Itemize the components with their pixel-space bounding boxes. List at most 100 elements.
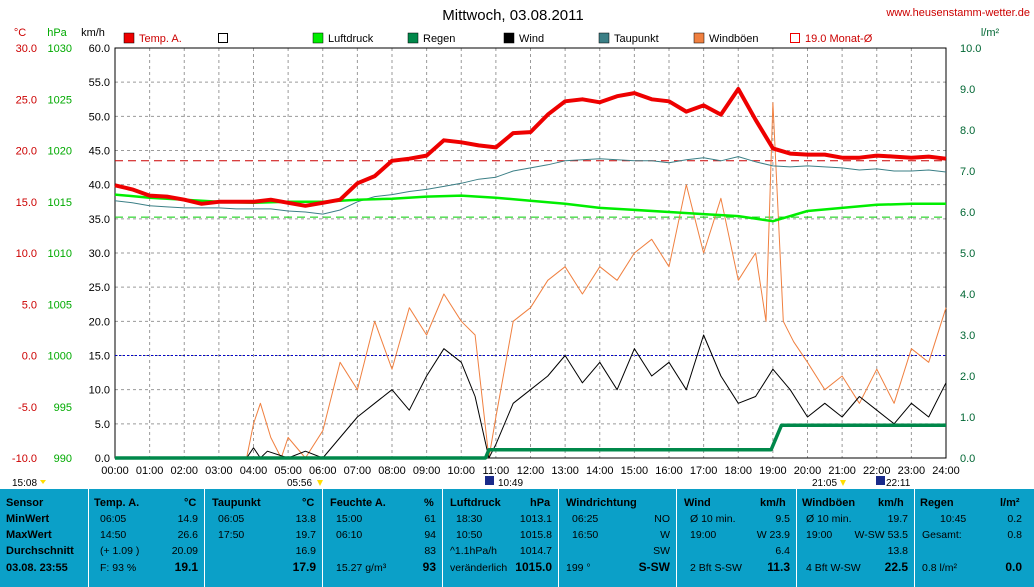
moon-icon bbox=[876, 476, 885, 485]
temp-axis-tick: -5.0 bbox=[18, 402, 37, 414]
x-axis-tick: 10:00 bbox=[447, 465, 475, 477]
temp-foot-label: F: 93 % bbox=[100, 562, 137, 574]
x-axis-tick: 14:00 bbox=[586, 465, 614, 477]
temp-axis-tick: 15.0 bbox=[16, 197, 37, 209]
hum-unit: % bbox=[424, 497, 434, 509]
rain-axis-tick: 8.0 bbox=[960, 125, 975, 137]
rain-axis-tick: 10.0 bbox=[960, 43, 981, 55]
press-axis-tick: 1015 bbox=[48, 197, 72, 209]
gust-min-value: 19.7 bbox=[887, 513, 908, 525]
temp-unit-label: °C bbox=[14, 27, 26, 39]
x-axis-tick: 08:00 bbox=[378, 465, 406, 477]
rain-max-value: 0.8 bbox=[1007, 529, 1022, 541]
gust-header: Windböen bbox=[802, 497, 856, 509]
rain-axis-tick: 9.0 bbox=[960, 84, 975, 96]
gust-unit: km/h bbox=[878, 497, 904, 509]
rain-axis-tick: 4.0 bbox=[960, 289, 975, 301]
chart-legend: Temp. A. Luftdruck Regen Wind Taupunkt Windbö… bbox=[123, 32, 873, 45]
x-axis-tick: 23:00 bbox=[898, 465, 926, 477]
wind-axis-tick: 0.0 bbox=[95, 453, 110, 465]
press-axis-tick: 1005 bbox=[48, 299, 72, 311]
reference-lines bbox=[115, 160, 946, 356]
legend-label: Luftdruck bbox=[328, 33, 374, 45]
x-axis-tick: 09:00 bbox=[413, 465, 441, 477]
hum-foot-label: 15.27 g/m³ bbox=[336, 562, 387, 574]
rain-unit: l/m² bbox=[1000, 497, 1020, 509]
hum-header: Feuchte A. bbox=[330, 497, 386, 509]
wind-max-value: W 23.9 bbox=[756, 529, 790, 541]
gust-max-value: W-SW 53.5 bbox=[854, 529, 908, 541]
wind-avg-value: 6.4 bbox=[775, 545, 790, 557]
wind-min-time: Ø 10 min. bbox=[690, 513, 736, 525]
x-axis-tick: 01:00 bbox=[136, 465, 164, 477]
legend-swatch bbox=[693, 32, 705, 44]
start-time-label: 15:08 bbox=[12, 478, 37, 489]
press-max-value: 1015.8 bbox=[519, 529, 552, 541]
stats-panel: Sensor MinWert MaxWert Durchschnitt 03.0… bbox=[0, 489, 1034, 587]
website-label: www.heusenstamm-wetter.de bbox=[885, 7, 1030, 19]
x-axis-tick: 04:00 bbox=[240, 465, 268, 477]
temp-axis-tick: 5.0 bbox=[22, 299, 37, 311]
press-axis-tick: 1020 bbox=[48, 146, 72, 158]
hum-current: 93 bbox=[422, 560, 436, 574]
sunrise-marker-icon bbox=[317, 480, 323, 486]
press-unit: hPa bbox=[530, 497, 551, 509]
dew-max-value: 19.7 bbox=[295, 529, 316, 541]
press-avg-note: ^1.1hPa/h bbox=[450, 545, 497, 557]
moon-time-label: 22:11 bbox=[886, 478, 911, 489]
temp-axis-tick: -10.0 bbox=[12, 453, 37, 465]
legend-swatch bbox=[218, 33, 228, 43]
gust-foot-label: 4 Bft W-SW bbox=[806, 562, 861, 574]
hum-max-time: 06:10 bbox=[336, 529, 363, 541]
legend-swatch bbox=[790, 33, 800, 43]
sunset-time-label: 21:05 bbox=[812, 478, 837, 489]
temp-axis-tick: 30.0 bbox=[16, 43, 37, 55]
temp-axis-tick: 25.0 bbox=[16, 94, 37, 106]
wind-unit-label: km/h bbox=[81, 27, 105, 39]
press-header: Luftdruck bbox=[450, 497, 501, 509]
dir-max-value: W bbox=[660, 529, 670, 541]
wind-axis-tick: 5.0 bbox=[95, 419, 110, 431]
wind-current: 11.3 bbox=[767, 560, 790, 574]
wind-axis-tick: 45.0 bbox=[89, 146, 110, 158]
legend-label: 19.0 Monat-Ø bbox=[805, 33, 873, 45]
rain-axis-tick: 2.0 bbox=[960, 371, 975, 383]
x-axis-tick: 19:00 bbox=[759, 465, 787, 477]
x-axis-tick: 21:00 bbox=[828, 465, 856, 477]
x-axis-tick: 22:00 bbox=[863, 465, 891, 477]
wind-axis-tick: 60.0 bbox=[89, 43, 110, 55]
x-axis-tick: 11:00 bbox=[483, 465, 510, 477]
temp-axis-tick: 20.0 bbox=[16, 146, 37, 158]
wind-axis-tick: 25.0 bbox=[89, 282, 110, 294]
x-axis-tick: 07:00 bbox=[344, 465, 372, 477]
dir-max-time: 16:50 bbox=[572, 529, 599, 541]
temp-avg-note: (+ 1.09 ) bbox=[100, 545, 140, 557]
legend-label: Windböen bbox=[709, 33, 759, 45]
wind-min-value: 9.5 bbox=[775, 513, 790, 525]
series-windb-en-line bbox=[115, 102, 947, 459]
press-current: 1015.0 bbox=[515, 560, 552, 574]
press-axis-tick: 1010 bbox=[48, 248, 72, 260]
x-axis-tick: 18:00 bbox=[724, 465, 752, 477]
legend-swatch bbox=[407, 32, 419, 44]
wind-axis-tick: 15.0 bbox=[89, 351, 110, 363]
date-time: 03.08. 23:55 bbox=[6, 562, 68, 574]
rain-start-icon bbox=[485, 476, 494, 485]
temp-current: 19.1 bbox=[174, 560, 198, 574]
temp-max-time: 14:50 bbox=[100, 529, 127, 541]
rain-unit-label: l/m² bbox=[981, 27, 1000, 39]
press-foot-label: veränderlich bbox=[450, 562, 508, 574]
legend-label: Regen bbox=[423, 33, 455, 45]
legend-swatch bbox=[312, 32, 324, 44]
wind-max-time: 19:00 bbox=[690, 529, 717, 541]
wind-axis-tick: 35.0 bbox=[89, 214, 110, 226]
temp-min-value: 14.9 bbox=[177, 513, 198, 525]
temp-axis-tick: 10.0 bbox=[16, 248, 37, 260]
legend-label: Temp. A. bbox=[139, 33, 182, 45]
legend-swatch bbox=[598, 32, 610, 44]
dir-min-time: 06:25 bbox=[572, 513, 599, 525]
hum-avg-value: 83 bbox=[424, 545, 436, 557]
rain-header: Regen bbox=[920, 497, 954, 509]
press-min-time: 18:30 bbox=[456, 513, 483, 525]
x-axis-tick: 12:00 bbox=[517, 465, 545, 477]
